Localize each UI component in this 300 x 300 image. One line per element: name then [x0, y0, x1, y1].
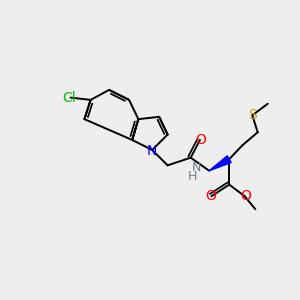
- Text: H: H: [188, 170, 197, 183]
- Text: O: O: [195, 133, 206, 147]
- Polygon shape: [209, 156, 231, 171]
- Text: S: S: [248, 107, 257, 122]
- Text: O: O: [240, 189, 251, 203]
- Text: Cl: Cl: [62, 91, 76, 105]
- Text: N: N: [147, 144, 158, 158]
- Text: N: N: [192, 161, 202, 174]
- Text: O: O: [205, 189, 216, 203]
